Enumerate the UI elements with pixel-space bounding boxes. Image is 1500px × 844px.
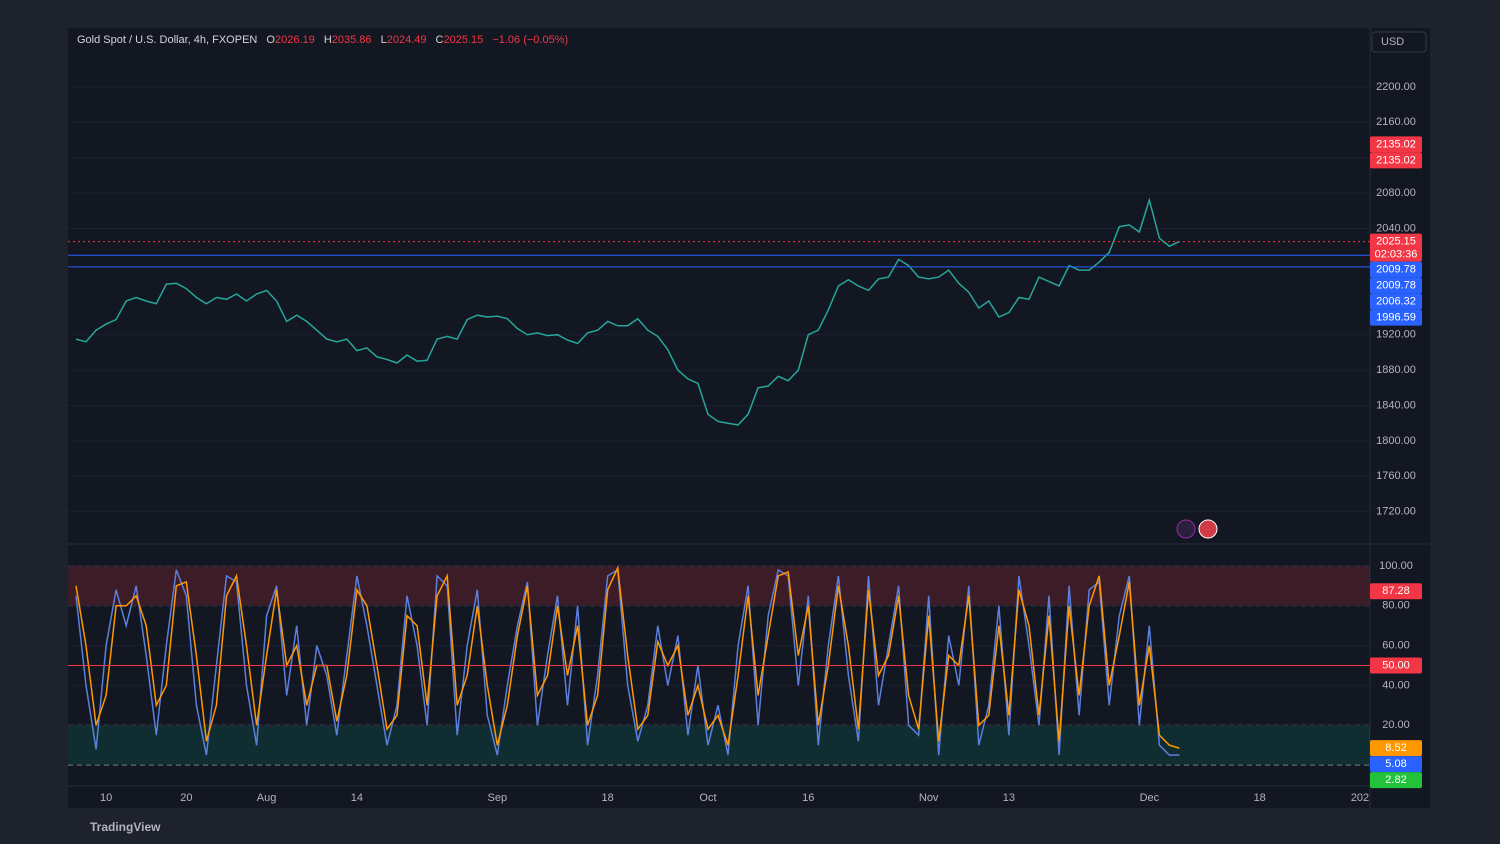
price-marker-label: 2009.78 bbox=[1376, 280, 1416, 292]
flag-icon[interactable] bbox=[1198, 519, 1218, 539]
x-tick-label: Dec bbox=[1140, 792, 1160, 804]
price-marker bbox=[1370, 583, 1422, 600]
x-tick-label: 16 bbox=[802, 792, 814, 804]
y-tick-label: 100.00 bbox=[1379, 560, 1413, 572]
x-tick-label: 202 bbox=[1351, 792, 1369, 804]
y-tick-label: 2080.00 bbox=[1376, 187, 1416, 199]
x-tick-label: 13 bbox=[1003, 792, 1015, 804]
x-tick-label: Oct bbox=[699, 792, 716, 804]
x-tick-label: Sep bbox=[488, 792, 508, 804]
x-tick-label: Aug bbox=[257, 792, 277, 804]
series-line bbox=[75, 197, 1180, 426]
price-marker bbox=[1370, 772, 1422, 789]
y-tick-label: 1920.00 bbox=[1376, 329, 1416, 341]
ohlc-letter: C bbox=[436, 34, 444, 46]
ohlc-value: 2035.86 bbox=[332, 34, 372, 46]
y-tick-label: 2200.00 bbox=[1376, 81, 1416, 93]
legend: Gold Spot / U.S. Dollar, 4h, FXOPEN O202… bbox=[77, 34, 568, 46]
countdown: 02:03:36 bbox=[1375, 249, 1418, 261]
price-marker bbox=[1370, 233, 1422, 262]
chart-area bbox=[68, 28, 1430, 808]
price-marker-label: 2135.02 bbox=[1376, 138, 1416, 150]
zone-band bbox=[68, 725, 1370, 766]
ohlc-value: 2026.19 bbox=[275, 34, 315, 46]
y-tick-label: 2160.00 bbox=[1376, 116, 1416, 128]
y-tick-label: 40.00 bbox=[1382, 679, 1410, 691]
ohlc-letter: H bbox=[324, 34, 332, 46]
change: −1.06 (−0.05%) bbox=[492, 34, 568, 46]
x-tick-label: 14 bbox=[351, 792, 363, 804]
branding: TradingView bbox=[90, 820, 161, 834]
x-tick-label: Nov bbox=[919, 792, 939, 804]
zone-band bbox=[68, 565, 1370, 606]
currency[interactable]: USD bbox=[1381, 36, 1404, 48]
price-marker bbox=[1370, 136, 1422, 153]
currency-box[interactable] bbox=[1371, 31, 1427, 53]
x-tick-label: 20 bbox=[180, 792, 192, 804]
ohlc-value: 2024.49 bbox=[387, 34, 427, 46]
price-marker-label: 87.28 bbox=[1382, 585, 1410, 597]
price-marker bbox=[1370, 740, 1422, 757]
y-tick-label: 2040.00 bbox=[1376, 222, 1416, 234]
x-tick-label: 10 bbox=[100, 792, 112, 804]
price-marker-label: 1996.59 bbox=[1376, 312, 1416, 324]
price-marker bbox=[1370, 152, 1422, 169]
price-marker bbox=[1370, 277, 1422, 294]
x-tick-label: 18 bbox=[602, 792, 614, 804]
series-line bbox=[75, 565, 1180, 749]
y-tick-label: 1840.00 bbox=[1376, 399, 1416, 411]
ohlc-value: 2025.15 bbox=[444, 34, 484, 46]
price-marker-label: 2009.78 bbox=[1376, 264, 1416, 276]
price-marker-label: 5.08 bbox=[1385, 758, 1406, 770]
y-tick-label: 1760.00 bbox=[1376, 470, 1416, 482]
price-marker-label: 8.52 bbox=[1385, 742, 1406, 754]
event-icon[interactable] bbox=[1176, 519, 1196, 539]
price-marker-label: 50.00 bbox=[1382, 659, 1410, 671]
x-tick-label: 18 bbox=[1254, 792, 1266, 804]
y-tick-label: 1880.00 bbox=[1376, 364, 1416, 376]
price-marker-label: 2135.02 bbox=[1376, 154, 1416, 166]
price-marker bbox=[1370, 261, 1422, 278]
y-tick-label: 1720.00 bbox=[1376, 506, 1416, 518]
y-tick-label: 80.00 bbox=[1382, 600, 1410, 612]
price-marker-label: 2025.15 bbox=[1376, 236, 1416, 248]
symbol-title: Gold Spot / U.S. Dollar, 4h, FXOPEN bbox=[77, 34, 257, 46]
price-marker-label: 2006.32 bbox=[1376, 296, 1416, 308]
y-tick-label: 1800.00 bbox=[1376, 435, 1416, 447]
ohlc-letter: O bbox=[266, 34, 275, 46]
price-marker bbox=[1370, 293, 1422, 310]
price-marker-label: 2.82 bbox=[1385, 774, 1406, 786]
price-marker bbox=[1370, 309, 1422, 326]
y-tick-label: 60.00 bbox=[1382, 639, 1410, 651]
price-marker bbox=[1370, 657, 1422, 674]
y-tick-label: 20.00 bbox=[1382, 719, 1410, 731]
ohlc-letter: L bbox=[381, 34, 387, 46]
price-marker bbox=[1370, 756, 1422, 773]
